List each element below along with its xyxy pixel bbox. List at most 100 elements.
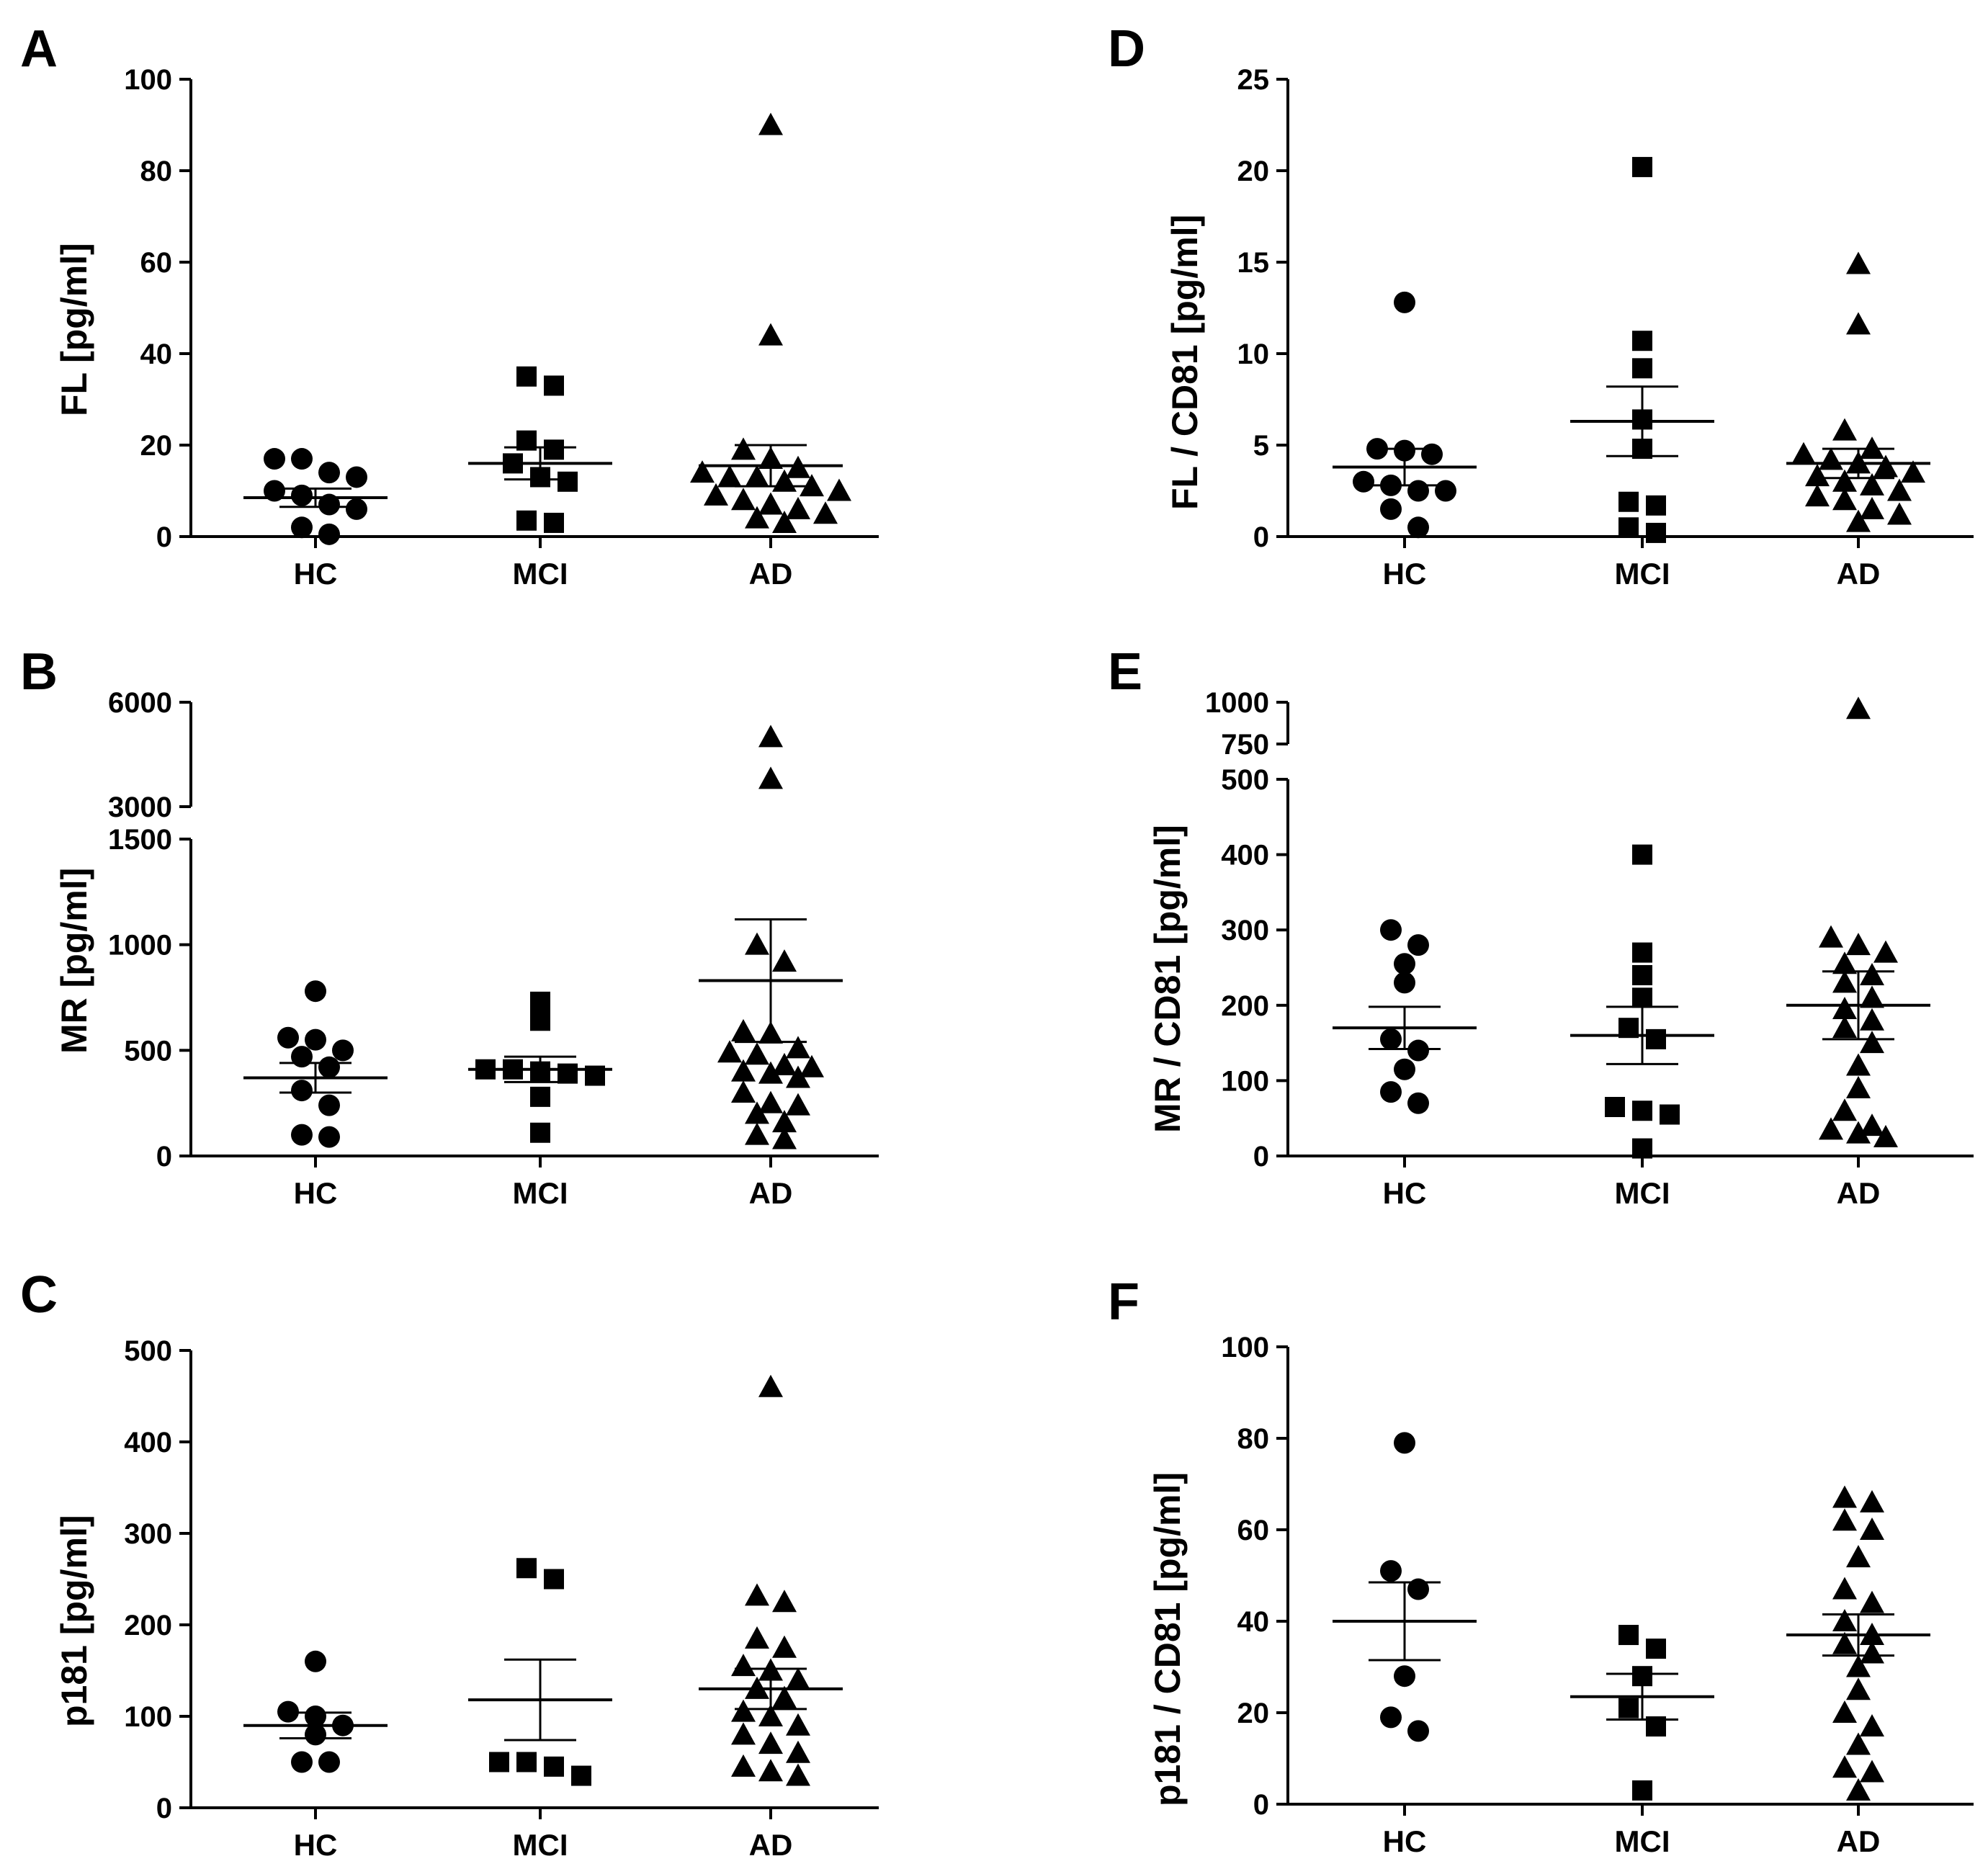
y-tick-label: 60 [1237,1515,1270,1546]
data-point-hc [291,1751,313,1773]
data-point-mci [1660,1104,1680,1125]
data-point-ad [731,1722,756,1745]
data-point-ad [731,488,756,511]
y-tick-label: 500 [124,1035,172,1067]
y-tick-label: 1000 [108,930,172,962]
data-point-ad [1860,1590,1884,1613]
data-point-ad [800,1054,824,1077]
data-point-ad [772,1126,797,1149]
data-point-hc [1407,1720,1429,1742]
data-point-hc [291,1080,313,1102]
data-point-ad [786,1740,810,1763]
y-tick-label: 0 [156,1793,172,1824]
data-point-ad [1901,460,1925,483]
data-point-ad [1832,469,1857,492]
y-tick-label: 400 [124,1427,172,1458]
panel-b: B MR [pg/ml] 0 500 1000 1500 3000 6000 HC MCI AD [0,623,994,1246]
data-point-ad [786,1763,810,1786]
y-tick-label: 60 [140,247,173,279]
data-point-hc [1394,1432,1415,1454]
data-point-ad [1846,509,1871,532]
data-point-ad [731,1018,756,1041]
data-point-mci [1632,1780,1652,1801]
data-point-hc [1394,1058,1415,1080]
y-tick-label: 40 [140,339,173,370]
x-tick-label: AD [749,557,793,591]
data-point-ad [1860,962,1884,985]
data-point-mci [516,510,537,531]
data-point-ad [1846,696,1871,720]
y-tick-label: 80 [1237,1423,1270,1455]
data-point-mci [544,1756,564,1777]
data-point-mci [571,1765,591,1786]
data-point-ad [1860,472,1884,496]
data-point-mci [1618,491,1639,512]
data-point-hc [1380,498,1402,520]
data-point-ad [772,1685,797,1708]
chart-c: 0 100 200 300 400 500 HC MCI AD [124,1335,879,1862]
data-point-hc [1407,516,1429,539]
data-point-hc [277,1026,299,1049]
data-point-hc [318,523,340,545]
data-point-hc [318,1126,340,1148]
y-axis-label-c: p181 [pg/ml] [54,1515,94,1727]
data-point-ad [1860,1031,1884,1054]
data-point-ad [1846,1778,1871,1801]
data-point-ad [772,1635,797,1658]
data-point-hc [318,493,340,516]
data-point-ad [745,1101,769,1124]
data-point-mci [1605,1097,1625,1118]
data-point-ad [1846,312,1871,335]
data-point-hc [1394,953,1415,975]
data-point-ad [1832,1609,1857,1631]
data-point-ad [1846,933,1871,956]
data-point-ad [772,1052,797,1075]
data-point-ad [704,483,728,506]
data-point-ad [1846,1075,1871,1098]
data-point-mci [1646,1028,1666,1049]
data-point-mci [516,366,537,387]
data-point-ad [1860,1113,1884,1137]
data-point-ad [813,501,838,524]
panel-label-d: D [1108,20,1145,78]
y-tick-label: 400 [1221,840,1269,871]
y-axis-label-a: FL [pg/ml] [54,243,94,416]
data-point-ad [758,1759,783,1782]
data-point-hc [291,516,313,539]
data-point-ad [1832,997,1857,1020]
y-tick-label: 100 [124,1701,172,1733]
data-point-ad [1805,464,1830,487]
data-point-ad [786,496,810,519]
data-point-ad [1819,925,1843,948]
data-point-hc [291,448,313,470]
data-point-mci [1632,358,1652,379]
data-point-mci [1632,1138,1652,1159]
data-point-hc [318,462,340,484]
data-point-ad [772,1110,797,1133]
data-point-ad [758,1090,783,1113]
data-point-hc [291,1046,313,1068]
data-point-ad [1846,1732,1871,1755]
data-point-hc [1394,972,1415,994]
data-point-ad [731,1080,756,1103]
data-point-ad [1846,1545,1871,1568]
data-point-ad [1832,1016,1857,1039]
data-point-mci [544,512,564,533]
data-point-ad [745,465,769,488]
data-point-ad [1805,484,1830,507]
data-point-ad [1791,442,1816,465]
x-tick-label: MCI [1615,557,1670,591]
data-point-hc [1407,480,1429,502]
x-tick-label: AD [1837,1176,1881,1210]
data-point-ad [745,1626,769,1649]
y-tick-label: 300 [124,1518,172,1550]
data-point-hc [1435,480,1456,502]
x-tick-label: AD [749,1176,793,1210]
data-point-mci [558,1063,578,1084]
data-point-ad [758,1731,783,1754]
chart-a: 0 20 40 60 80 100 HC MCI AD [124,64,879,591]
data-point-mci [1646,495,1666,516]
data-point-ad [786,1065,810,1088]
y-tick-label: 0 [1253,1141,1269,1173]
data-point-ad [1873,454,1898,478]
